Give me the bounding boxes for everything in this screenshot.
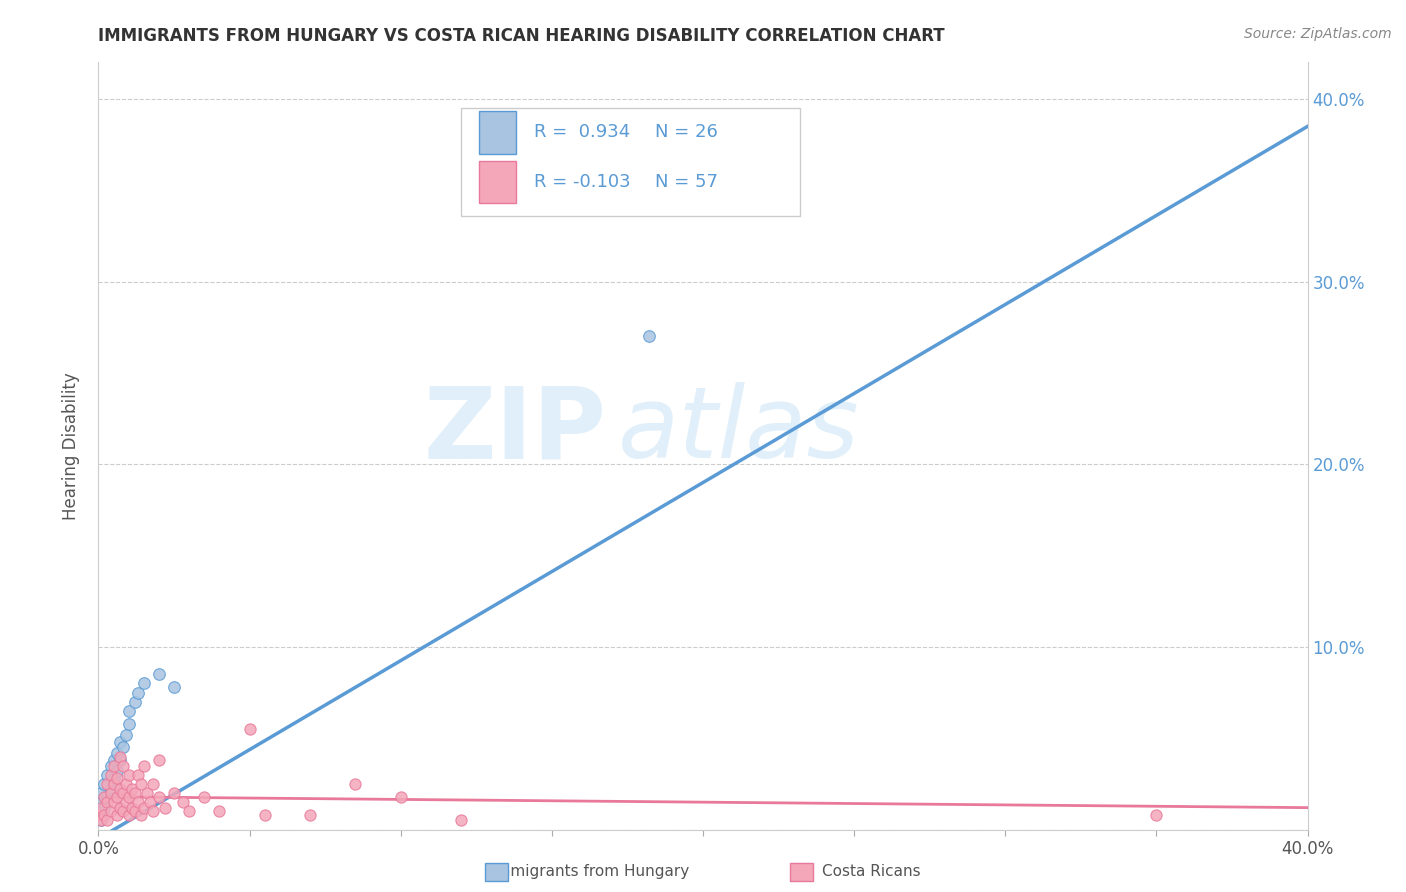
Point xyxy=(142,777,165,791)
Point xyxy=(96,789,118,804)
Point xyxy=(87,805,110,819)
Point xyxy=(118,789,141,804)
Point xyxy=(129,777,152,791)
Point xyxy=(103,777,125,791)
Point xyxy=(208,805,231,819)
Point xyxy=(114,795,136,809)
Point xyxy=(103,753,125,767)
Point xyxy=(90,795,112,809)
Point xyxy=(111,758,134,772)
Point xyxy=(135,786,157,800)
Point xyxy=(103,772,125,786)
Text: Immigrants from Hungary: Immigrants from Hungary xyxy=(491,863,690,879)
Point xyxy=(96,777,118,791)
Point xyxy=(179,805,201,819)
Point xyxy=(108,735,131,749)
Point xyxy=(114,728,136,742)
Point xyxy=(148,753,170,767)
Point xyxy=(118,768,141,782)
Point xyxy=(90,814,112,828)
Point xyxy=(114,777,136,791)
Text: N = 26: N = 26 xyxy=(655,123,717,142)
Point xyxy=(96,814,118,828)
Text: atlas: atlas xyxy=(619,382,860,479)
Point xyxy=(90,786,112,800)
Point xyxy=(132,800,155,814)
Point xyxy=(127,795,149,809)
Y-axis label: Hearing Disability: Hearing Disability xyxy=(62,372,80,520)
Point xyxy=(93,800,115,814)
Point xyxy=(389,789,412,804)
Point xyxy=(148,667,170,681)
Text: N = 57: N = 57 xyxy=(655,173,717,191)
Point xyxy=(105,746,128,760)
Point xyxy=(142,805,165,819)
Point xyxy=(90,814,112,828)
Point xyxy=(132,676,155,690)
Point xyxy=(129,808,152,822)
Point xyxy=(253,808,276,822)
Point xyxy=(118,716,141,731)
Point xyxy=(100,768,122,782)
Point xyxy=(105,764,128,778)
Point xyxy=(299,808,322,822)
Point xyxy=(127,685,149,699)
Point xyxy=(118,808,141,822)
Point xyxy=(124,695,146,709)
Point xyxy=(105,808,128,822)
Point xyxy=(108,749,131,764)
Point xyxy=(121,800,143,814)
Point xyxy=(239,722,262,736)
Point xyxy=(139,795,162,809)
Point xyxy=(93,777,115,791)
FancyBboxPatch shape xyxy=(479,112,516,153)
Text: R =  0.934: R = 0.934 xyxy=(534,123,630,142)
Point xyxy=(127,768,149,782)
Point xyxy=(100,782,122,797)
Point xyxy=(96,768,118,782)
Point xyxy=(148,789,170,804)
Point xyxy=(163,680,186,694)
Point xyxy=(132,758,155,772)
Point xyxy=(124,805,146,819)
Point xyxy=(108,753,131,767)
Text: Source: ZipAtlas.com: Source: ZipAtlas.com xyxy=(1244,27,1392,41)
Point xyxy=(108,800,131,814)
Point xyxy=(100,805,122,819)
Point xyxy=(105,789,128,804)
Point xyxy=(103,758,125,772)
Point xyxy=(637,329,659,343)
Text: IMMIGRANTS FROM HUNGARY VS COSTA RICAN HEARING DISABILITY CORRELATION CHART: IMMIGRANTS FROM HUNGARY VS COSTA RICAN H… xyxy=(98,27,945,45)
Point xyxy=(121,782,143,797)
Point xyxy=(93,808,115,822)
Point xyxy=(450,814,472,828)
Point xyxy=(111,805,134,819)
Point xyxy=(111,740,134,755)
Point xyxy=(87,808,110,822)
Point xyxy=(124,786,146,800)
Point xyxy=(153,800,176,814)
Point xyxy=(90,800,112,814)
Point xyxy=(193,789,215,804)
Point xyxy=(100,758,122,772)
Point xyxy=(93,789,115,804)
Point xyxy=(105,772,128,786)
Point xyxy=(111,786,134,800)
Text: Costa Ricans: Costa Ricans xyxy=(823,863,921,879)
Point xyxy=(100,786,122,800)
Point xyxy=(163,786,186,800)
Point xyxy=(103,795,125,809)
Point xyxy=(172,795,194,809)
Point xyxy=(1144,808,1167,822)
Point xyxy=(344,777,367,791)
FancyBboxPatch shape xyxy=(479,161,516,203)
FancyBboxPatch shape xyxy=(461,109,800,216)
Point xyxy=(96,795,118,809)
Point xyxy=(118,704,141,718)
Point xyxy=(108,782,131,797)
Text: ZIP: ZIP xyxy=(423,382,606,479)
Text: R = -0.103: R = -0.103 xyxy=(534,173,630,191)
